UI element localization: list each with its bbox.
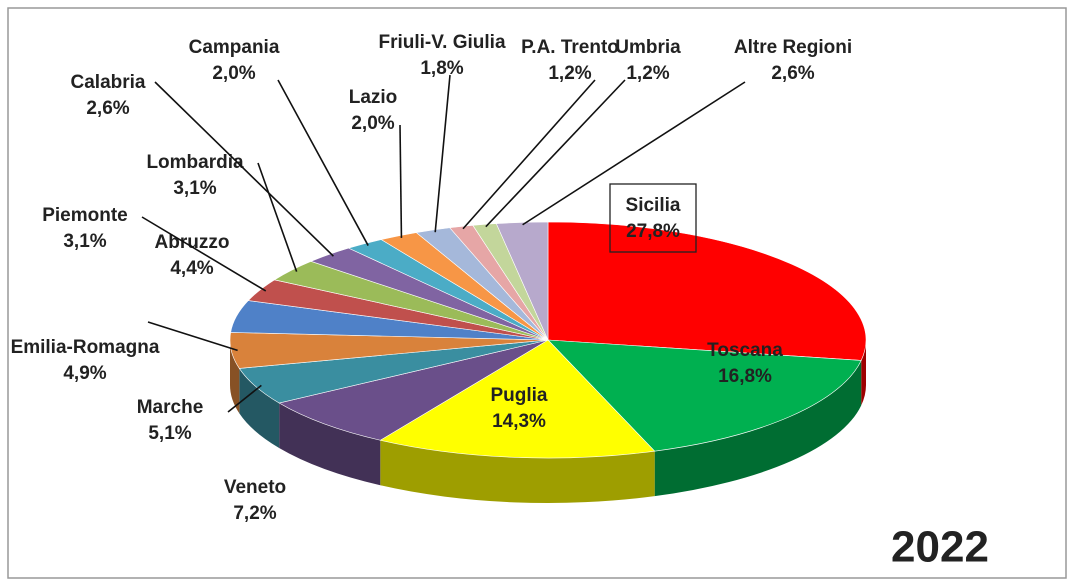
slice <box>278 339 549 441</box>
leader-line <box>434 74 451 233</box>
leader-line <box>277 79 369 246</box>
value-label: 27,8% <box>626 221 680 242</box>
value-label: 4,4% <box>170 258 213 279</box>
value-label: 2,0% <box>351 113 394 134</box>
value-label: 2,6% <box>771 63 814 84</box>
chart-title: 2022 <box>891 523 989 572</box>
category-label: Lazio <box>349 87 398 108</box>
category-label: Piemonte <box>42 205 128 226</box>
value-label: 5,1% <box>148 423 191 444</box>
category-label: Lombardia <box>146 152 244 173</box>
value-label: 14,3% <box>492 411 546 432</box>
category-label: Sicilia <box>626 195 681 216</box>
slice <box>547 221 867 361</box>
value-label: 3,1% <box>173 178 216 199</box>
category-label: Calabria <box>71 72 146 93</box>
category-label: Marche <box>137 397 204 418</box>
value-label: 2,6% <box>86 98 129 119</box>
value-label: 1,8% <box>420 58 463 79</box>
value-label: 1,2% <box>548 63 591 84</box>
label-box <box>609 183 697 253</box>
slice-side <box>239 368 280 449</box>
category-label: P.A. Trento <box>521 37 619 58</box>
category-label: Friuli-V. Giulia <box>378 32 505 53</box>
category-label: Emilia-Romagna <box>11 337 160 358</box>
slice-side <box>279 403 381 486</box>
slice-side <box>230 340 240 414</box>
category-label: Veneto <box>224 477 286 498</box>
leader-line <box>257 162 298 272</box>
pie <box>229 221 867 503</box>
leader-line <box>485 79 626 228</box>
category-label: Umbria <box>615 37 681 58</box>
slice <box>547 339 862 452</box>
category-label: Altre Regioni <box>734 37 852 58</box>
value-label: 4,9% <box>63 363 106 384</box>
category-label: Toscana <box>707 340 783 361</box>
value-label: 16,8% <box>718 366 772 387</box>
slice <box>379 339 656 459</box>
value-label: 2,0% <box>212 63 255 84</box>
category-label: Campania <box>189 37 280 58</box>
category-label: Puglia <box>490 385 547 406</box>
leader-line <box>462 79 596 230</box>
value-label: 7,2% <box>233 503 276 524</box>
leader-line <box>154 81 334 257</box>
value-label: 1,2% <box>626 63 669 84</box>
leader-line <box>522 81 746 226</box>
leader-line <box>227 384 262 413</box>
category-label: Abruzzo <box>155 232 230 253</box>
leader-line <box>147 321 238 352</box>
slice <box>495 221 549 341</box>
slice-side <box>654 360 862 497</box>
leader-line <box>141 216 267 292</box>
slice-side <box>861 340 866 406</box>
value-label: 3,1% <box>63 231 106 252</box>
leader-line <box>399 124 403 238</box>
slice-side <box>380 440 655 503</box>
